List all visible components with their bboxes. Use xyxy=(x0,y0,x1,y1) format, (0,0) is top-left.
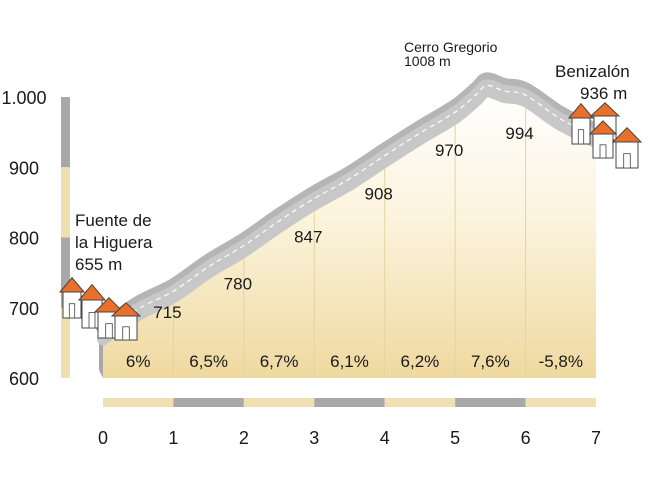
house-door xyxy=(577,129,585,145)
house-door xyxy=(68,303,76,319)
x-axis-band xyxy=(243,398,315,407)
summit-place-label: Cerro Gregorio xyxy=(404,39,498,55)
elevation-label: 908 xyxy=(365,185,393,204)
gradient-label: 6,1% xyxy=(330,352,369,371)
x-axis-band xyxy=(525,398,596,407)
x-tick-label: 4 xyxy=(380,428,390,448)
start-house-4 xyxy=(110,302,142,341)
gradient-label: -5,8% xyxy=(539,352,583,371)
gradient-label: 6,5% xyxy=(189,352,228,371)
house-roof xyxy=(589,102,621,117)
house-door xyxy=(122,326,130,341)
house-door xyxy=(599,144,607,159)
y-axis-band xyxy=(61,237,70,308)
gradient-label: 6% xyxy=(126,352,151,371)
x-tick-label: 5 xyxy=(450,428,460,448)
elevation-label: 994 xyxy=(505,124,533,143)
house-door xyxy=(105,323,113,339)
gradient-label: 6,2% xyxy=(401,352,440,371)
house-roof xyxy=(611,126,643,143)
x-tick-label: 2 xyxy=(239,428,249,448)
x-axis-band xyxy=(384,398,456,407)
start-house-2 xyxy=(77,283,107,329)
y-axis-band xyxy=(61,167,70,238)
house-roof xyxy=(567,102,595,119)
end-elevation-label: 936 m xyxy=(580,84,627,103)
x-tick-label: 3 xyxy=(309,428,319,448)
y-tick-label: 600 xyxy=(9,369,39,389)
start-house-1 xyxy=(58,276,86,319)
house-roof xyxy=(588,120,618,135)
y-tick-label: 1.000 xyxy=(1,88,46,108)
end-house-3 xyxy=(588,120,618,159)
y-tick-label: 900 xyxy=(9,158,39,178)
x-tick-label: 6 xyxy=(521,428,531,448)
y-axis-band xyxy=(61,307,70,378)
x-tick-label: 0 xyxy=(98,428,108,448)
elevation-label: 715 xyxy=(153,303,181,322)
summit-elevation-label: 1008 m xyxy=(404,53,451,69)
start-place-label: la Higuera xyxy=(75,233,153,252)
elevation-label: 847 xyxy=(294,227,322,246)
y-tick-label: 700 xyxy=(9,299,39,319)
house-roof xyxy=(58,276,86,293)
x-axis-band xyxy=(173,398,244,407)
y-tick-label: 800 xyxy=(9,229,39,249)
y-axis-band xyxy=(61,97,70,168)
elevation-label: 970 xyxy=(435,141,463,160)
start-place-label: 655 m xyxy=(75,255,122,274)
x-axis-band xyxy=(314,398,385,407)
gradient-label: 7,6% xyxy=(471,352,510,371)
road-center-line xyxy=(102,84,597,334)
house-roof xyxy=(77,283,107,301)
profile-area xyxy=(103,91,596,378)
house-roof xyxy=(93,296,125,313)
end-house-4 xyxy=(611,126,643,169)
house-roof xyxy=(110,302,142,317)
x-axis-band xyxy=(103,398,174,407)
x-axis-band xyxy=(455,398,526,407)
start-place-label: Fuente de xyxy=(75,211,152,230)
house-door xyxy=(623,153,631,169)
end-place-label: Benizalón xyxy=(555,62,630,81)
elevation-label: 780 xyxy=(224,275,252,294)
x-tick-label: 7 xyxy=(591,428,601,448)
gradient-label: 6,7% xyxy=(260,352,299,371)
end-house-1 xyxy=(567,102,595,145)
x-tick-label: 1 xyxy=(168,428,178,448)
house-door xyxy=(88,312,96,329)
